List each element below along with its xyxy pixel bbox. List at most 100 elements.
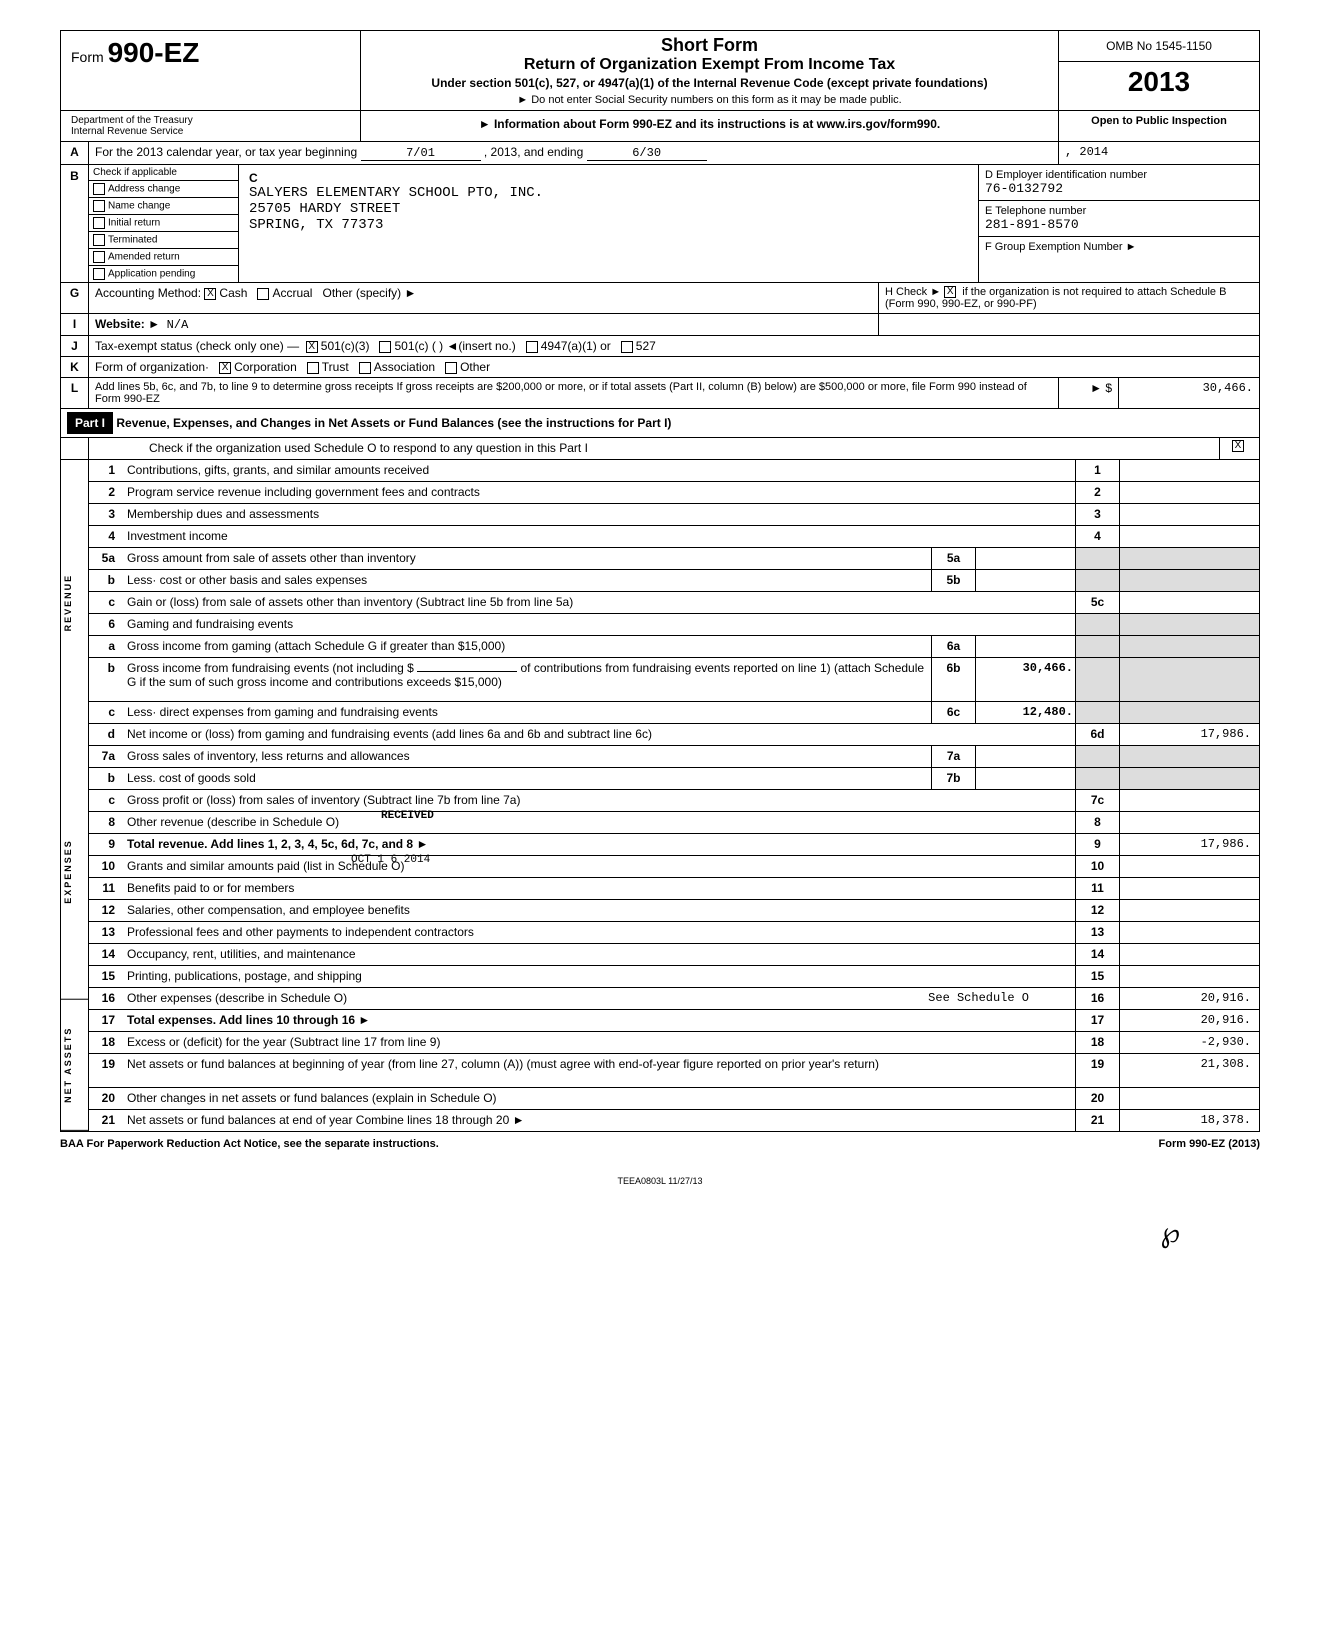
trust-check[interactable] [307,362,319,374]
line-11-box: 11 [1075,878,1119,899]
line-2-amt[interactable] [1119,482,1259,503]
tax-year: 2013 [1059,62,1259,102]
omb-year-cell: OMB No 1545-1150 2013 [1059,31,1259,110]
line-9-amt[interactable]: 17,986. [1119,834,1259,855]
corp-label: Corporation [234,360,297,374]
line-1-amt[interactable] [1119,460,1259,481]
side-netassets: NET ASSETS [61,999,88,1131]
line-6b-desc: Gross income from fundraising events (no… [127,661,414,675]
line-10-amt[interactable] [1119,856,1259,877]
cash-check[interactable] [204,288,216,300]
line-18-num: 18 [89,1032,121,1053]
line-5a: 5a Gross amount from sale of assets othe… [88,548,1260,570]
line-1-box: 1 [1075,460,1119,481]
other-org-check[interactable] [445,362,457,374]
line-8-desc: Other revenue (describe in Schedule O) [127,815,339,829]
line-19-num: 19 [89,1054,121,1087]
line-7c-amt[interactable] [1119,790,1259,811]
line-7a-midval[interactable] [975,746,1075,767]
line-6a-shade2 [1119,636,1259,657]
line-7b-midbox: 7b [931,768,975,789]
line-18-amt[interactable]: -2,930. [1119,1032,1259,1053]
line-5a-midval[interactable] [975,548,1075,569]
line-6d-amt[interactable]: 17,986. [1119,724,1259,745]
corp-check[interactable] [219,362,231,374]
line-1-desc: Contributions, gifts, grants, and simila… [121,460,1075,481]
501c-check[interactable] [379,341,391,353]
subtitle: Under section 501(c), 527, or 4947(a)(1)… [371,76,1048,90]
dept-row: Department of the Treasury Internal Reve… [60,111,1260,142]
line-6a-desc: Gross income from gaming (attach Schedul… [121,636,931,657]
527-label: 527 [636,339,656,353]
line-17-num: 17 [89,1010,121,1031]
l-arrow: ► $ [1059,378,1119,408]
website-label: Website: ► [95,317,160,331]
line-15: 15 Printing, publications, postage, and … [88,966,1260,988]
line-16-amt[interactable]: 20,916. [1119,988,1259,1009]
application-pending-check[interactable] [93,268,105,280]
amended-return-check[interactable] [93,251,105,263]
line-15-amt[interactable] [1119,966,1259,987]
line-6-shade [1075,614,1119,635]
line-5b-midval[interactable] [975,570,1075,591]
527-check[interactable] [621,341,633,353]
applicable-checks: Check if applicable Address change Name … [89,165,239,282]
row-i-label: I [61,314,89,335]
line-6b-blank[interactable] [417,671,517,672]
line-14-amt[interactable] [1119,944,1259,965]
period-begin[interactable]: 7/01 [361,146,481,161]
line-5c-amt[interactable] [1119,592,1259,613]
line-14: 14 Occupancy, rent, utilities, and maint… [88,944,1260,966]
c-label: C [249,171,968,185]
footer-form: Form 990-EZ (2013) [1159,1138,1260,1150]
line-12-amt[interactable] [1119,900,1259,921]
received-date-stamp: OCT 1 6 2014 [351,854,430,866]
line-21-amt[interactable]: 18,378. [1119,1110,1259,1131]
line-11-amt[interactable] [1119,878,1259,899]
line-5b-num: b [89,570,121,591]
line-6b-midval[interactable]: 30,466. [975,658,1075,701]
line-5a-num: 5a [89,548,121,569]
line-5a-shade2 [1119,548,1259,569]
line-6-num: 6 [89,614,121,635]
line-19-box: 19 [1075,1054,1119,1087]
form-label: Form [71,49,104,65]
line-18-box: 18 [1075,1032,1119,1053]
line-4-amt[interactable] [1119,526,1259,547]
line-7a-num: 7a [89,746,121,767]
assoc-check[interactable] [359,362,371,374]
h-check[interactable] [944,286,956,298]
accounting-row: G Accounting Method: Cash Accrual Other … [60,283,1260,314]
terminated-check[interactable] [93,234,105,246]
501c3-check[interactable] [306,341,318,353]
row-k-label: K [61,357,89,377]
row-l-label: L [61,378,89,408]
address-change-check[interactable] [93,183,105,195]
initial-return-check[interactable] [93,217,105,229]
4947-check[interactable] [526,341,538,353]
line-4-num: 4 [89,526,121,547]
name-change-check[interactable] [93,200,105,212]
line-6a-midval[interactable] [975,636,1075,657]
line-20-amt[interactable] [1119,1088,1259,1109]
part1-schedule-o-check[interactable] [1232,440,1244,452]
line-21-num: 21 [89,1110,121,1131]
line-13-amt[interactable] [1119,922,1259,943]
line-6b-num: b [89,658,121,701]
line-17-amt[interactable]: 20,916. [1119,1010,1259,1031]
entity-right: D Employer identification number 76-0132… [979,165,1259,282]
group-exempt-arrow: ► [1126,241,1137,253]
accrual-check[interactable] [257,288,269,300]
line-17-box: 17 [1075,1010,1119,1031]
line-7b-midval[interactable] [975,768,1075,789]
period-end[interactable]: 6/30 [587,146,707,161]
line-6c-shade [1075,702,1119,723]
h-text: H Check ► [885,286,944,298]
line-5b-shade [1075,570,1119,591]
line-3-desc: Membership dues and assessments [121,504,1075,525]
line-19-amt[interactable]: 21,308. [1119,1054,1259,1087]
line-3-amt[interactable] [1119,504,1259,525]
line-7b-num: b [89,768,121,789]
line-8-amt[interactable] [1119,812,1259,833]
line-6c-midval[interactable]: 12,480. [975,702,1075,723]
